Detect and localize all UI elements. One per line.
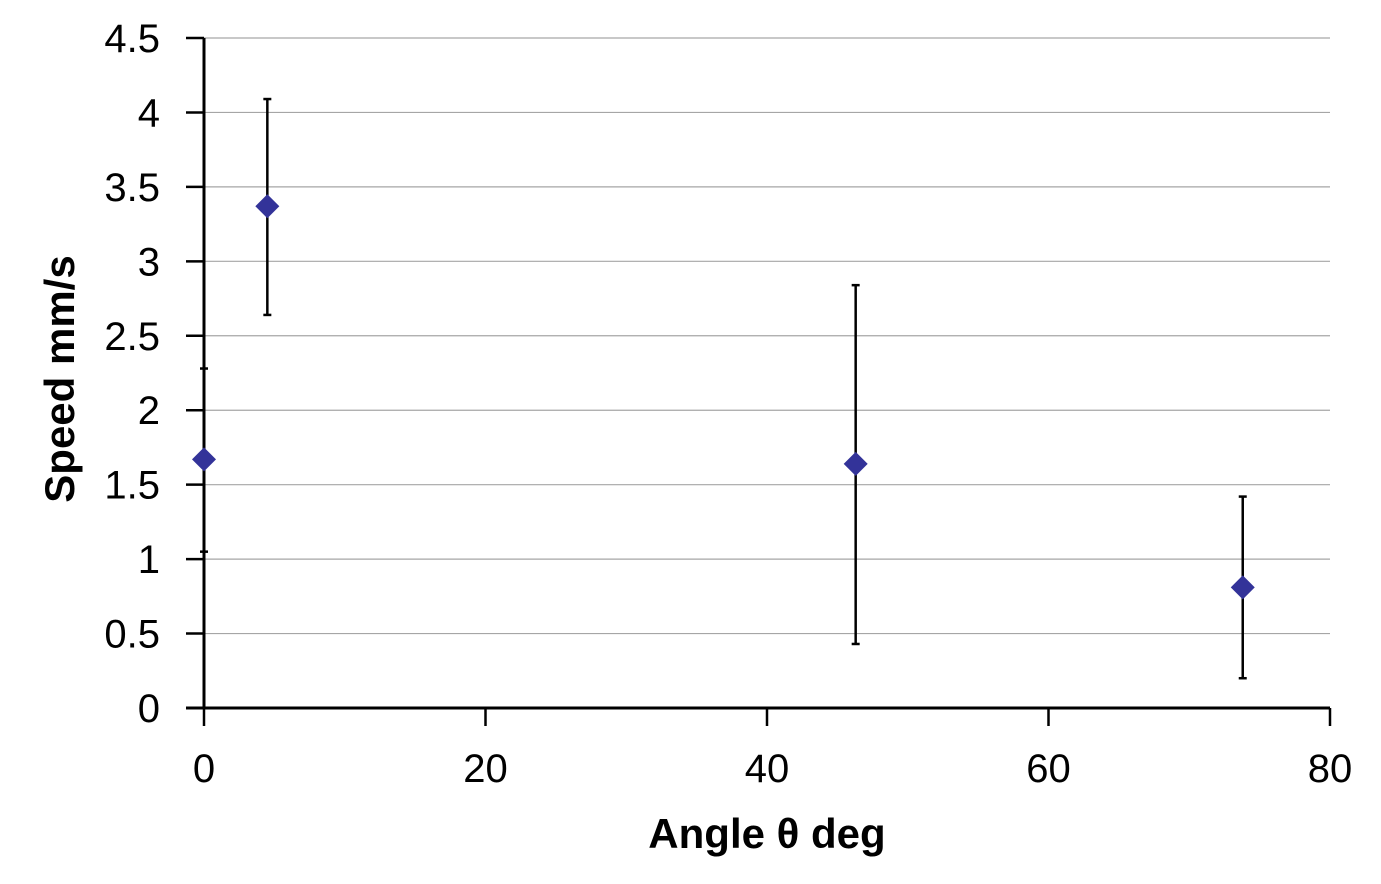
axes: [186, 38, 1330, 710]
y-tick-label: 0.5: [104, 613, 160, 657]
data-point-diamond: [1230, 575, 1255, 600]
y-ticks: 0 0.5 1 1.5 2 2.5 3 3.5 4 4.5: [104, 17, 204, 731]
data-points: [192, 194, 1255, 600]
y-tick-label: 3.5: [104, 166, 160, 210]
x-tick-label: 80: [1308, 747, 1353, 791]
y-tick-label: 0: [138, 687, 160, 731]
x-tick-label: 60: [1026, 747, 1071, 791]
error-bars: [200, 97, 1247, 680]
y-tick-label: 1.5: [104, 464, 160, 508]
y-tick-label: 2: [138, 389, 160, 433]
y-tick-label: 4: [138, 91, 160, 135]
x-ticks: 0 20 40 60 80: [193, 708, 1352, 791]
y-tick-label: 3: [138, 240, 160, 284]
x-axis-title: Angle θ deg: [648, 810, 885, 857]
y-tick-label: 2.5: [104, 315, 160, 359]
data-point-diamond: [843, 451, 868, 476]
y-axis-title: Speed mm/s: [36, 255, 83, 502]
gridlines: [204, 37, 1330, 635]
y-tick-label: 1: [138, 538, 160, 582]
x-tick-label: 0: [193, 747, 215, 791]
data-point-diamond: [255, 194, 280, 219]
x-tick-label: 20: [463, 747, 508, 791]
data-point-diamond: [192, 447, 216, 472]
y-tick-label: 4.5: [104, 17, 160, 61]
x-tick-label: 40: [745, 747, 790, 791]
